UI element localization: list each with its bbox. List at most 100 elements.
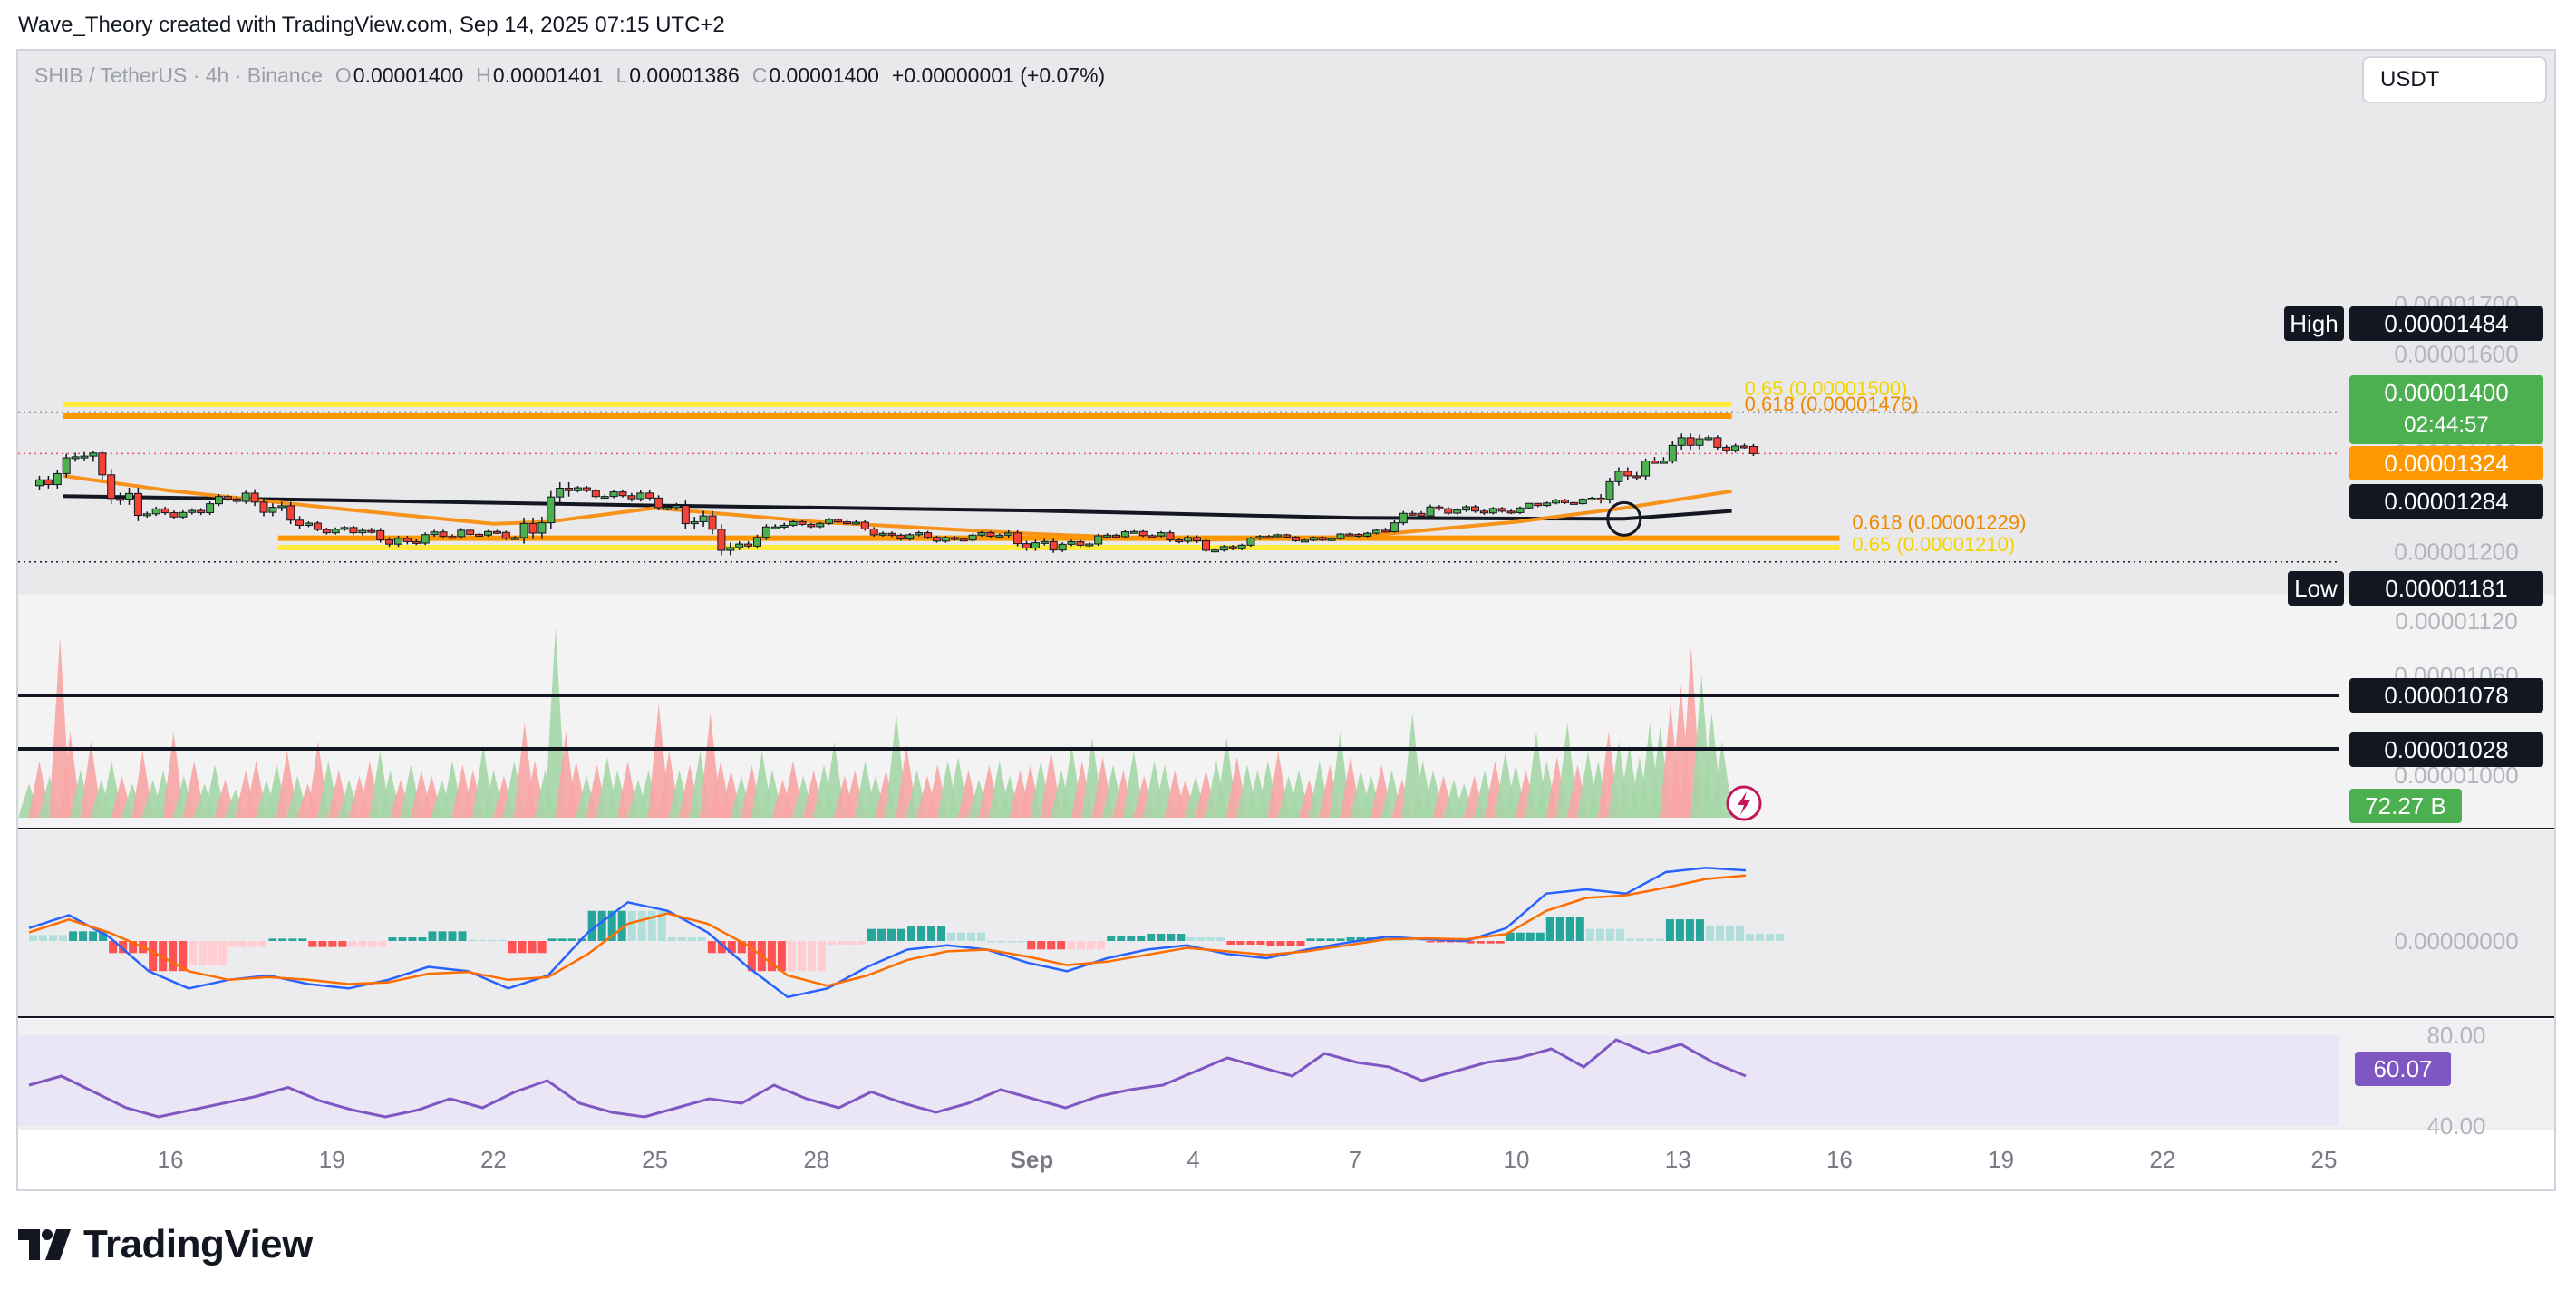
candle-body [1740, 445, 1748, 449]
candle-body [636, 492, 645, 500]
candle-body [1569, 501, 1578, 505]
candle-body [816, 522, 825, 528]
chart-svg[interactable]: 0.000017000.000016000.000015000.00001400… [18, 51, 2556, 1191]
macd-histogram-bar [727, 941, 736, 954]
macd-histogram-bar [358, 941, 367, 947]
line-a-price-tag: 0.00001078 [2384, 682, 2508, 709]
candle-body [1444, 508, 1453, 514]
candle-body [376, 529, 385, 541]
macd-histogram-bar [508, 941, 517, 954]
macd-histogram-bar [1356, 937, 1365, 941]
candle-body [313, 522, 322, 530]
candle-body [1722, 446, 1731, 451]
macd-histogram-bar [987, 941, 996, 943]
macd-histogram-bar [687, 937, 696, 941]
macd-histogram-bar [1206, 937, 1215, 941]
macd-histogram-bar [498, 939, 507, 942]
time-axis-tick: 19 [319, 1146, 345, 1173]
open-value: 0.00001400 [353, 63, 464, 87]
candle-body [1309, 537, 1318, 541]
macd-histogram-bar [1715, 925, 1724, 941]
macd-histogram-bar [248, 941, 257, 947]
candle-body [789, 520, 798, 526]
candle-body [834, 519, 843, 523]
time-axis-tick: 16 [1826, 1146, 1853, 1173]
macd-histogram-bar [179, 941, 188, 972]
close-key: C [751, 63, 768, 87]
candle-body [71, 456, 80, 460]
candle-body [618, 491, 627, 497]
candle-body [1237, 544, 1246, 549]
candle-body [206, 503, 215, 514]
candle-body [896, 534, 905, 540]
macd-histogram-bar [258, 941, 267, 947]
candle-body [1471, 506, 1479, 512]
candle-body [1004, 532, 1013, 536]
macd-histogram-bar [1196, 937, 1206, 941]
macd-histogram-bar [937, 926, 946, 941]
macd-histogram-bar [528, 941, 537, 954]
macd-histogram-bar [557, 938, 567, 941]
chart-panel[interactable]: 0.000017000.000016000.000015000.00001400… [16, 49, 2556, 1191]
macd-histogram-bar [39, 935, 48, 941]
candle-body [770, 526, 780, 529]
candle-body [44, 479, 53, 486]
candle-body [62, 457, 71, 474]
ohlc-legend: SHIB / TetherUS · 4h · Binance O0.000014… [34, 63, 1105, 88]
candle-body [1417, 512, 1426, 517]
fib-level-label: 0.618 (0.00001476) [1745, 393, 1919, 415]
candle-body [726, 547, 735, 551]
line-b-price-tag-bg [2349, 732, 2543, 767]
candle-body [1668, 444, 1677, 462]
macd-histogram-bar [1067, 941, 1076, 950]
rsi-line [28, 1038, 1747, 1119]
time-axis-tick: 4 [1186, 1146, 1199, 1173]
macd-histogram-bar [378, 941, 387, 947]
candle-body [331, 529, 340, 534]
candle-body [1255, 536, 1264, 539]
candle-body [439, 531, 448, 538]
candle-body [1175, 539, 1184, 543]
macd-histogram-bar [587, 910, 596, 941]
candle-body [1067, 541, 1076, 545]
candle-body [968, 534, 977, 541]
macd-histogram-bar [89, 931, 98, 941]
candle-body [887, 532, 896, 536]
currency-selector[interactable]: USDT [2362, 56, 2547, 103]
candle-body [681, 505, 690, 525]
candle-body [744, 543, 753, 547]
candle-body [430, 531, 439, 536]
macd-histogram-bar [428, 931, 437, 941]
macd-histogram-bar [298, 938, 307, 941]
macd-histogram-bar [348, 941, 357, 947]
macd-histogram-bar [1286, 941, 1295, 946]
time-axis-tick: 10 [1504, 1146, 1530, 1173]
symbol-title[interactable]: SHIB / TetherUS · 4h · Binance [34, 63, 323, 87]
candle-body [421, 534, 430, 544]
candle-body [501, 531, 510, 539]
low-price-tag: 0.00001181 [2385, 575, 2507, 602]
candle-body [915, 532, 924, 536]
candle-body [340, 527, 349, 530]
macd-histogram-bar [1037, 941, 1046, 950]
macd-histogram-bar [458, 931, 467, 941]
candle-body [986, 531, 995, 537]
macd-histogram-bar [1735, 925, 1744, 941]
candle-body [556, 488, 565, 498]
candle-body [851, 521, 860, 525]
macd-histogram-bar [1496, 941, 1505, 944]
candle-body [537, 522, 547, 534]
macd-histogram-bar [797, 941, 806, 972]
alert-bolt-glyph [1738, 791, 1750, 815]
price-axis-tick: 0.00001200 [2394, 538, 2518, 565]
candle-body [933, 537, 941, 542]
macd-histogram-bar [957, 932, 966, 941]
candle-body [1462, 506, 1471, 511]
candle-body [457, 529, 466, 538]
candle-body [510, 537, 519, 540]
macd-histogram-bar [837, 941, 846, 945]
rsi-axis-tick: 40.00 [2426, 1112, 2485, 1140]
change-value: +0.00000001 (+0.07%) [891, 63, 1106, 87]
tradingview-logo[interactable]: TradingView [18, 1222, 313, 1267]
macd-histogram-bar [597, 910, 606, 941]
